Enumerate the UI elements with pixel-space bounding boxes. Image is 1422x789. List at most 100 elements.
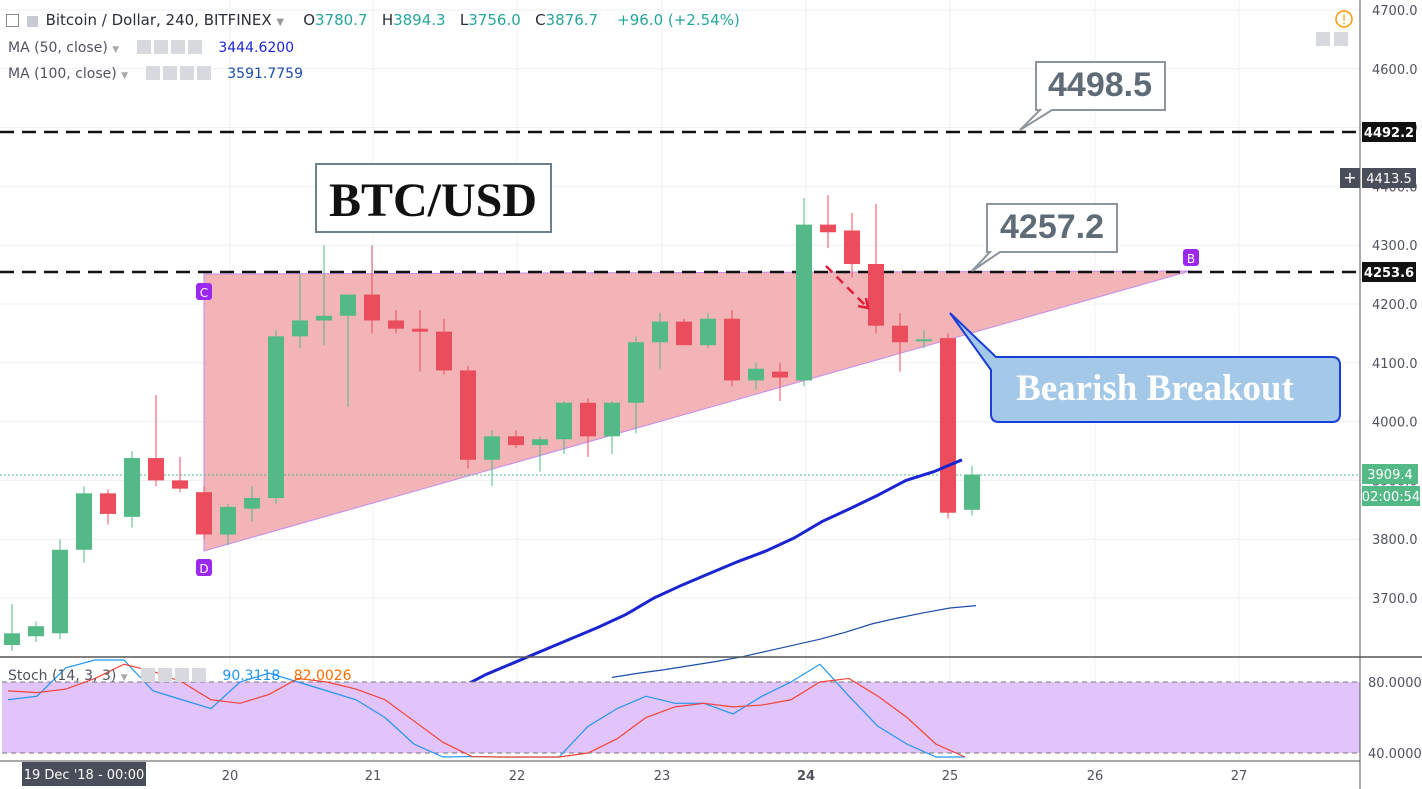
candle-body [316,315,332,321]
visibility-icon[interactable] [145,66,160,80]
candle[interactable] [460,365,476,469]
ma50-legend[interactable]: MA (50, close) ▼ 3444.6200 [8,40,294,56]
point-c-marker[interactable] [196,283,212,300]
candle[interactable] [388,309,404,334]
title-box[interactable] [315,163,552,233]
gear-icon[interactable] [162,66,177,80]
point-b-marker[interactable] [1183,249,1199,266]
candle[interactable] [820,195,836,249]
candle-body [436,331,452,371]
ma100-legend[interactable]: MA (100, close) ▼ 3591.7759 [8,66,303,82]
candle[interactable] [244,486,260,522]
price-tick-label: 3700.0 [1372,592,1418,607]
callout-top-box[interactable] [1019,61,1166,131]
visibility-icon[interactable] [141,668,156,682]
candle[interactable] [796,198,812,387]
candle[interactable] [484,430,500,487]
alert-icon[interactable] [1335,10,1353,28]
time-tick-label: 21 [365,769,382,784]
collapse-icon[interactable] [6,14,19,27]
candle[interactable] [436,318,452,375]
candle[interactable] [580,398,596,457]
price-tag-crosshair [1362,168,1416,188]
close-icon[interactable] [192,668,207,682]
candle[interactable] [868,204,884,334]
candle-body [508,436,524,446]
plus-icon[interactable] [171,40,185,54]
candle[interactable] [364,245,380,334]
candle[interactable] [292,274,308,349]
candle[interactable] [52,539,68,640]
candle[interactable] [916,330,932,349]
candle[interactable] [268,330,284,504]
candle[interactable] [340,294,356,407]
price-tag-4492-text: 4492.2 [1364,126,1414,141]
candle[interactable] [4,603,20,651]
candle[interactable] [28,621,44,643]
candle[interactable] [628,336,644,434]
candle-body [148,458,164,481]
candle[interactable] [196,486,212,540]
plus-icon[interactable] [175,668,190,682]
price-tag-4253 [1362,262,1416,282]
candle[interactable] [964,465,980,516]
candle[interactable] [700,312,716,349]
candle-body [268,336,284,499]
candle[interactable] [748,362,764,390]
candle[interactable] [844,212,860,278]
dropdown-chevron-icon[interactable]: ▼ [121,71,129,81]
ma50-line [429,458,963,706]
candle-body [460,370,476,460]
candle[interactable] [532,436,548,472]
candle[interactable] [604,401,620,454]
stoch-band [2,682,1360,753]
visibility-icon[interactable] [137,40,151,54]
candle[interactable] [652,312,668,369]
time-tag-text: 19 Dec '18 - 00:00 [24,768,145,783]
stoch-tick-label: 80.0000 [1368,676,1422,691]
candle[interactable] [676,318,692,346]
dropdown-chevron-icon[interactable]: ▼ [112,45,120,55]
candle[interactable] [76,486,92,563]
candle[interactable] [172,456,188,493]
candle[interactable] [508,430,524,449]
price-tag-last [1362,464,1418,484]
symbol-legend[interactable]: Bitcoin / Dollar, 240, BITFINEX ▼ O3780.… [6,11,740,29]
candle[interactable] [220,503,236,546]
price-tag-crosshair-text: 4413.5 [1366,172,1412,187]
dropdown-chevron-icon[interactable]: ▼ [120,673,128,683]
callout-mid-box[interactable] [971,203,1118,272]
price-tag-4253-text: 4253.6 [1364,266,1414,281]
stoch-legend[interactable]: Stoch (14, 3, 3) ▼ 90.3118 82.0026 [8,668,352,684]
stoch-axis: 80.0000 40.0000 [1368,676,1422,762]
breakout-box[interactable] [949,312,1341,423]
candle-body [100,493,116,514]
candle-body [820,224,836,233]
plus-icon[interactable] [179,66,194,80]
gear-icon[interactable] [158,668,173,682]
crosshair-plus-box[interactable] [1340,168,1360,188]
dropdown-chevron-icon[interactable]: ▼ [276,17,285,28]
point-d-marker[interactable] [196,559,212,576]
candle-body [796,224,812,381]
ohlc-close-label: C [535,11,546,29]
candle[interactable] [148,395,164,487]
close-icon[interactable] [188,40,202,54]
candle-body [604,402,620,437]
candle[interactable] [892,312,908,372]
candle-body [28,626,44,637]
close-icon[interactable] [196,66,211,80]
candle[interactable] [412,309,428,372]
candle[interactable] [940,333,956,519]
scroll-up-icon[interactable] [1334,32,1348,46]
candle[interactable] [556,401,572,454]
candle-body [772,371,788,378]
candle[interactable] [100,489,116,525]
gear-icon[interactable] [154,40,168,54]
candle[interactable] [772,362,788,402]
candle[interactable] [316,245,332,346]
candle[interactable] [724,309,740,387]
scroll-down-icon[interactable] [1316,32,1330,46]
candle[interactable] [124,451,140,528]
